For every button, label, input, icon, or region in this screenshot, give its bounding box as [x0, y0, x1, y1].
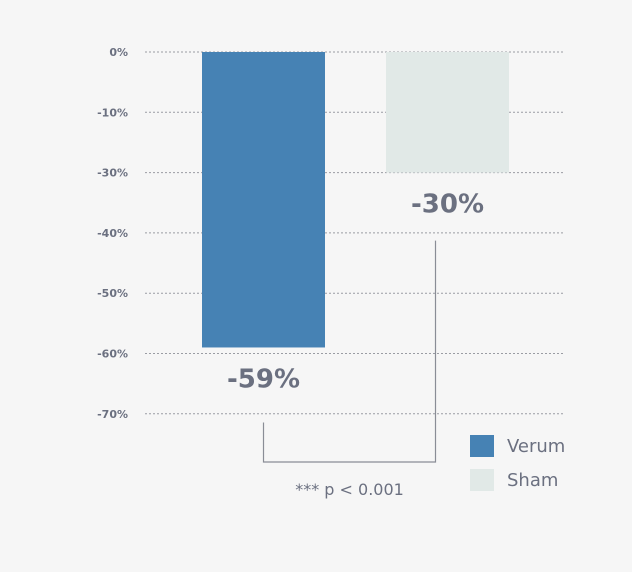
- legend-swatch-sham: [470, 469, 494, 491]
- y-tick-label: -30%: [97, 167, 128, 180]
- legend-swatch-verum: [470, 435, 494, 457]
- y-tick-label: -40%: [97, 227, 128, 240]
- significance-bracket: *** p < 0.001: [262, 240, 437, 499]
- data-label-sham: -30%: [411, 190, 484, 220]
- bar-sham: [386, 52, 509, 173]
- data-labels: -59% -30%: [227, 190, 484, 395]
- y-tick-label: -50%: [97, 287, 128, 300]
- data-label-verum: -59%: [227, 364, 300, 394]
- legend: Verum Sham: [470, 435, 565, 491]
- y-tick-label: -10%: [97, 106, 128, 119]
- y-tick-label: 0%: [109, 46, 128, 59]
- legend-label-sham: Sham: [507, 470, 558, 491]
- y-axis-ticks: 0% -10% -30% -40% -50% -60% -70%: [97, 46, 128, 421]
- bars: [202, 52, 509, 348]
- y-tick-label: -60%: [97, 348, 128, 361]
- bar-verum: [202, 52, 325, 348]
- y-tick-label: -70%: [97, 408, 128, 421]
- legend-label-verum: Verum: [507, 436, 565, 457]
- significance-bracket-line: [262, 240, 437, 463]
- significance-label: *** p < 0.001: [295, 480, 404, 499]
